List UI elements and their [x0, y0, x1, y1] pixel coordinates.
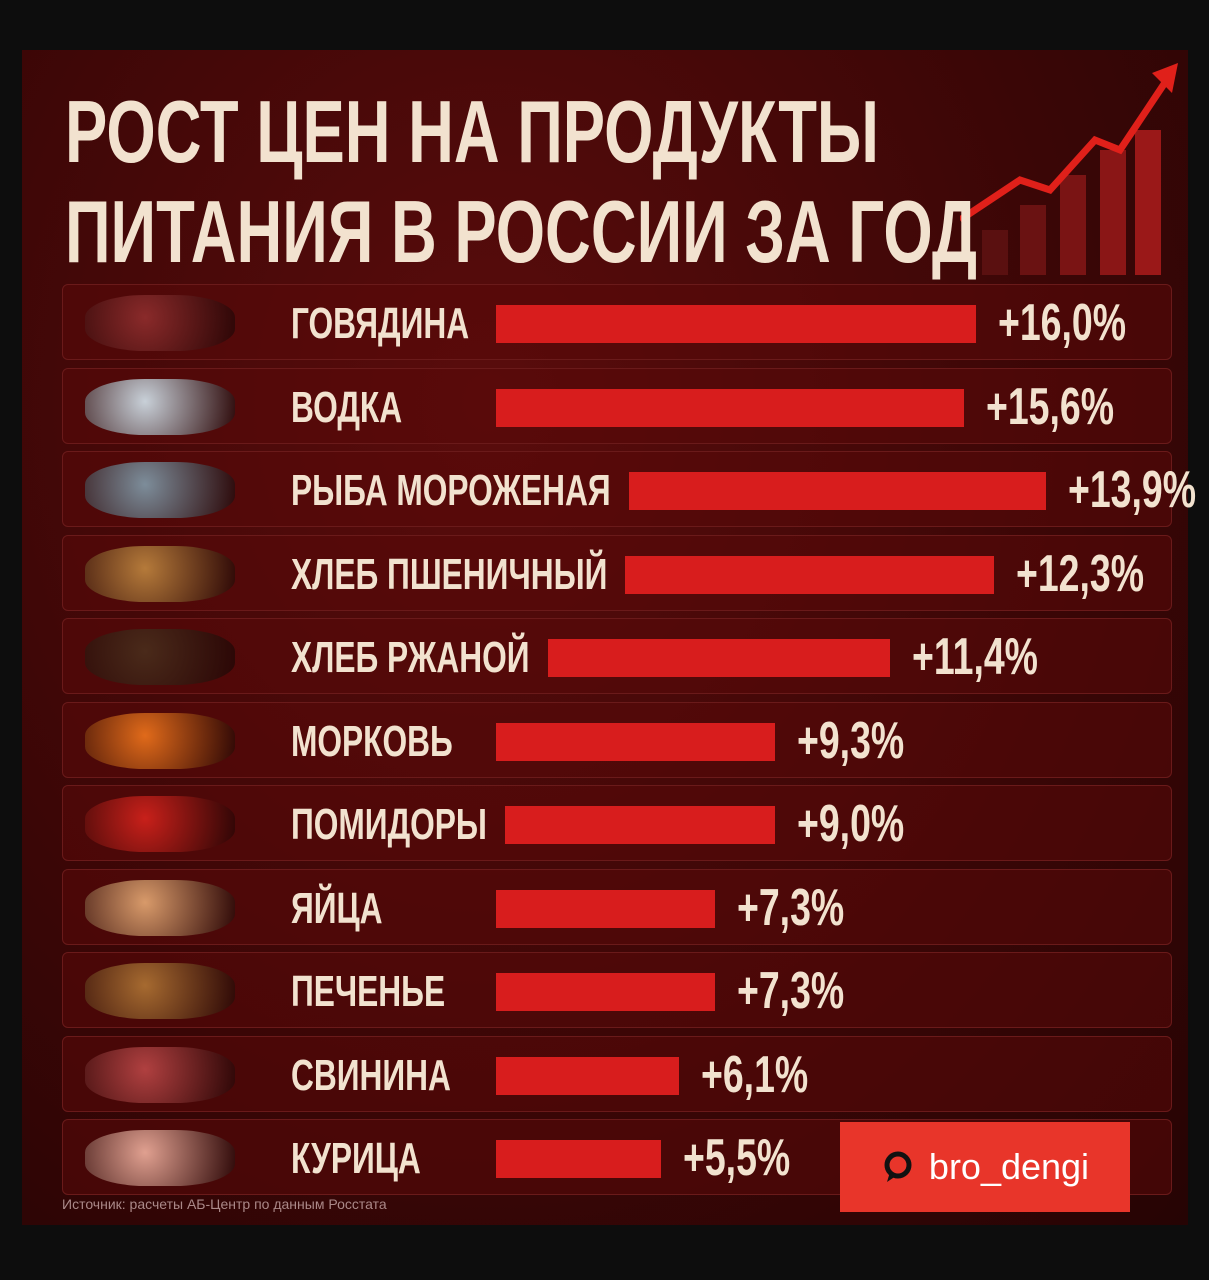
food-icon [85, 712, 235, 769]
value-label: +9,3% [797, 711, 905, 770]
row: ХЛЕБ РЖАНОЙ +11,4% [62, 618, 1172, 694]
bar [496, 1056, 679, 1095]
value-label: +13,9% [1067, 461, 1196, 519]
value-label: +11,4% [911, 628, 1038, 686]
deco-arrow [960, 73, 1173, 223]
food-icon [85, 295, 235, 351]
row: ГОВЯДИНА +16,0% [62, 284, 1172, 360]
value-label: +7,3% [737, 878, 845, 937]
category-label: ГОВЯДИНА [291, 299, 470, 348]
category-label: СВИНИНА [291, 1050, 451, 1100]
row: ЯЙЦА +7,3% [62, 868, 1172, 945]
value-label: +5,5% [683, 1129, 791, 1187]
food-icon [85, 462, 235, 518]
food-icon [85, 879, 235, 936]
value-label: +16,0% [998, 294, 1127, 352]
deco-bar [1060, 175, 1086, 275]
food-icon [85, 545, 235, 602]
bar [496, 305, 976, 343]
bar [628, 472, 1046, 510]
category-label: ПОМИДОРЫ [291, 800, 487, 849]
bar [496, 1140, 661, 1178]
chart-title: РОСТ ЦЕН НА ПРОДУКТЫ ПИТАНИЯ В РОССИИ ЗА… [65, 82, 977, 281]
row: ПЕЧЕНЬЕ +7,3% [62, 952, 1172, 1028]
deco-bar [1100, 150, 1126, 275]
category-label: МОРКОВЬ [291, 716, 453, 766]
category-label: ВОДКА [291, 382, 403, 432]
deco-bar [982, 230, 1008, 275]
bar [547, 639, 890, 677]
food-icon [85, 629, 235, 685]
value-label: +7,3% [737, 962, 845, 1020]
value-label: +12,3% [1016, 544, 1145, 603]
bar [496, 889, 715, 928]
category-label: ЯЙЦА [291, 883, 383, 933]
category-label: ХЛЕБ РЖАНОЙ [291, 633, 530, 682]
watermark: bro_dengi [840, 1122, 1130, 1212]
food-icon [85, 963, 235, 1019]
deco-bar [1135, 130, 1161, 275]
source-note: Источник: расчеты АБ-Центр по данным Рос… [62, 1196, 387, 1212]
row: РЫБА МОРОЖЕНАЯ +13,9% [62, 451, 1196, 527]
food-icon [85, 796, 235, 852]
bar [496, 388, 964, 427]
growth-graphic [960, 63, 1178, 275]
value-label: +6,1% [701, 1045, 809, 1104]
row: МОРКОВЬ +9,3% [62, 701, 1172, 778]
deco-arrow-head [1152, 63, 1178, 93]
category-label: РЫБА МОРОЖЕНАЯ [291, 466, 611, 515]
category-label: ПЕЧЕНЬЕ [291, 967, 446, 1016]
food-icon [85, 1046, 235, 1103]
bar [496, 973, 715, 1011]
watermark-icon [884, 1151, 912, 1182]
value-label: +15,6% [986, 377, 1115, 436]
food-icon [85, 1130, 235, 1186]
row: ПОМИДОРЫ +9,0% [62, 785, 1172, 861]
value-label: +9,0% [796, 795, 905, 853]
category-label: КУРИЦА [291, 1134, 421, 1183]
watermark-text: bro_dengi [928, 1146, 1090, 1187]
row: ХЛЕБ ПШЕНИЧНЫЙ +12,3% [62, 534, 1172, 611]
bar [625, 555, 995, 594]
row: СВИНИНА +6,1% [62, 1035, 1172, 1112]
category-label: ХЛЕБ ПШЕНИЧНЫЙ [291, 549, 608, 599]
bar [496, 722, 775, 761]
row: ВОДКА +15,6% [62, 367, 1172, 444]
bar [504, 806, 775, 844]
deco-bar [1020, 205, 1046, 275]
food-icon [85, 378, 235, 435]
